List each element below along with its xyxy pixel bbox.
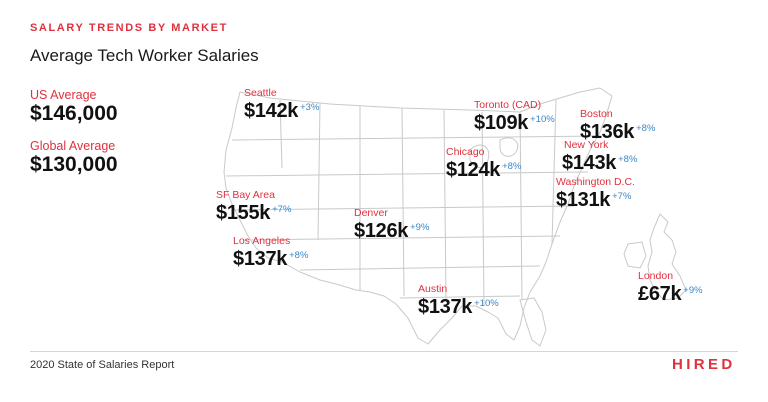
city-name: Chicago <box>446 146 485 158</box>
florida-outline <box>519 297 547 347</box>
city-change: +8% <box>502 161 522 172</box>
city-salary: $143k <box>562 152 617 174</box>
city-name: New York <box>564 139 609 151</box>
city-seattle: Seattle $142k +3% <box>244 87 319 122</box>
city-new-york: New York $143k +8% <box>562 139 637 174</box>
city-denver: Denver $126k +9% <box>354 207 429 242</box>
city-change: +10% <box>530 114 555 125</box>
city-change: +8% <box>289 250 309 261</box>
city-salary: $137k <box>233 248 288 270</box>
ireland-outline <box>623 241 647 269</box>
city-change: +3% <box>300 102 320 113</box>
city-boston: Boston $136k +8% <box>580 108 655 143</box>
city-toronto: Toronto (CAD) $109k +10% <box>474 99 555 134</box>
report-title: 2020 State of Salaries Report <box>30 359 175 371</box>
city-change: +9% <box>410 222 430 233</box>
city-salary: $155k <box>216 202 271 224</box>
city-change: +7% <box>612 191 632 202</box>
city-salary: $124k <box>446 159 501 181</box>
city-name: Denver <box>354 207 388 219</box>
brand-logo: HIRED <box>672 356 736 373</box>
city-salary: $137k <box>418 296 473 318</box>
city-name: Los Angeles <box>233 235 291 247</box>
global-average-label: Global Average <box>30 139 116 153</box>
city-change: +8% <box>636 123 656 134</box>
city-los-angeles: Los Angeles $137k +8% <box>233 235 308 270</box>
city-name: Toronto (CAD) <box>474 99 542 111</box>
city-change: +10% <box>474 298 499 309</box>
city-change: +8% <box>618 154 638 165</box>
city-name: Seattle <box>244 87 277 99</box>
city-washington-dc: Washington D.C. $131k +7% <box>556 176 635 211</box>
city-name: Washington D.C. <box>556 176 635 188</box>
city-name: London <box>638 270 674 282</box>
us-average-label: US Average <box>30 88 97 102</box>
city-sf-bay-area: SF Bay Area $155k +7% <box>216 189 291 224</box>
city-salary: $109k <box>474 112 529 134</box>
page-title: Average Tech Worker Salaries <box>30 46 259 65</box>
city-name: Austin <box>418 283 448 295</box>
city-name: SF Bay Area <box>216 189 275 201</box>
footer-divider <box>30 351 738 352</box>
city-change: +9% <box>683 285 703 296</box>
city-change: +7% <box>272 204 292 215</box>
city-salary: $131k <box>556 189 611 211</box>
kicker: SALARY TRENDS BY MARKET <box>30 22 228 34</box>
uk-outline <box>647 213 687 301</box>
city-salary: $136k <box>580 121 635 143</box>
global-average-value: $130,000 <box>30 153 118 176</box>
city-salary: £67k <box>638 283 682 305</box>
city-salary: $126k <box>354 220 409 242</box>
us-average-value: $146,000 <box>30 102 118 125</box>
city-london: London £67k +9% <box>638 270 703 305</box>
city-name: Boston <box>580 108 613 120</box>
city-chicago: Chicago $124k +8% <box>446 146 521 181</box>
us-outline <box>223 87 613 345</box>
city-austin: Austin $137k +10% <box>418 283 499 318</box>
city-salary: $142k <box>244 100 299 122</box>
